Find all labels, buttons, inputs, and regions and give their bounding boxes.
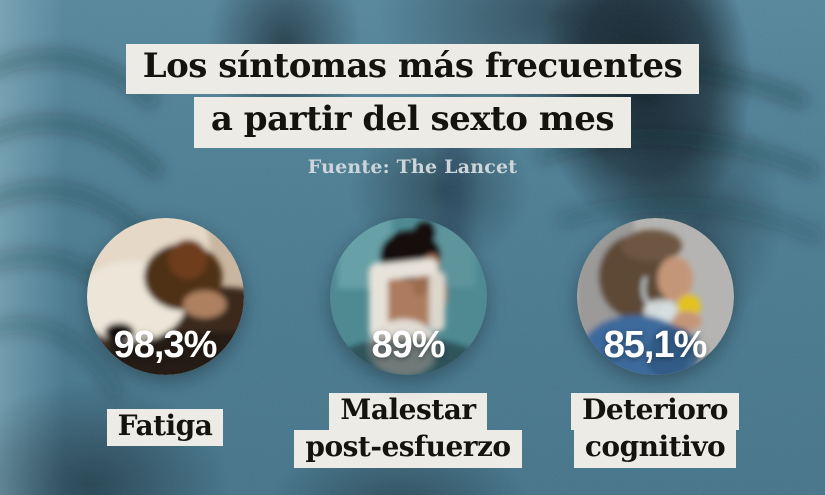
title-line-1: Los síntomas más frecuentes	[0, 44, 825, 95]
label-deterioro: Deterioro cognitivo	[530, 393, 780, 468]
symptom-card-malestar: 89% Malestar post-esfuerzo	[283, 218, 533, 468]
source-attribution: Fuente: The Lancet	[307, 156, 518, 178]
label-line: Malestar	[329, 393, 487, 431]
label-malestar: Malestar post-esfuerzo	[283, 393, 533, 468]
percent-value-fatiga: 98,3%	[113, 324, 218, 366]
title-text-1: Los síntomas más frecuentes	[125, 44, 700, 95]
label-line: Fatiga	[106, 409, 224, 447]
label-fatiga: Fatiga	[40, 409, 290, 447]
title-block: Los síntomas más frecuentes a partir del…	[0, 44, 825, 151]
symptom-card-deterioro: 85,1% Deterioro cognitivo	[530, 218, 780, 468]
title-line-2: a partir del sexto mes	[0, 97, 825, 148]
label-line: post-esfuerzo	[294, 430, 522, 468]
label-line: cognitivo	[573, 430, 737, 468]
percent-value-malestar: 89%	[371, 324, 445, 366]
symptom-card-fatiga: 98,3% Fatiga	[40, 218, 290, 447]
label-line: Deterioro	[571, 393, 739, 431]
fatiga-photo-circle: 98,3%	[86, 218, 244, 375]
title-text-2: a partir del sexto mes	[193, 97, 632, 148]
malestar-photo-circle: 89%	[329, 218, 487, 375]
percent-value-deterioro: 85,1%	[603, 324, 708, 366]
deterioro-photo-circle: 85,1%	[576, 218, 734, 375]
